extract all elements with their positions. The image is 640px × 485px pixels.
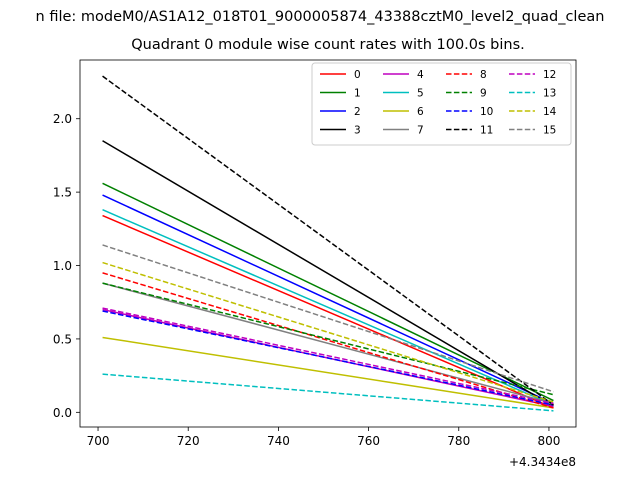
axes-frame: [79, 59, 577, 428]
figure-suptitle: n file: modeM0/AS1A12_018T01_9000005874_…: [36, 9, 605, 25]
y-tick-label: 2.0: [53, 112, 72, 126]
legend-label: 12: [543, 69, 556, 81]
legend-item-7: 7: [383, 125, 424, 137]
y-tick-label: 0.5: [53, 332, 72, 346]
legend-label: 1: [354, 88, 361, 100]
legend-label: 5: [417, 88, 424, 100]
series-line-8: [102, 272, 554, 409]
legend-item-5: 5: [383, 88, 424, 100]
series-line-10: [102, 310, 554, 406]
legend-label: 14: [543, 106, 557, 118]
legend-item-0: 0: [320, 69, 361, 81]
x-tick-label: 780: [447, 434, 470, 448]
legend-item-11: 11: [446, 125, 493, 137]
series-line-13: [102, 373, 554, 412]
legend-item-3: 3: [320, 125, 361, 137]
legend-label: 15: [543, 125, 556, 137]
series-line-0: [102, 214, 554, 409]
y-tick-label: 0.0: [53, 406, 72, 420]
legend-label: 11: [480, 125, 493, 137]
legend-label: 6: [417, 106, 424, 118]
legend-label: 7: [417, 125, 424, 137]
legend-label: 13: [543, 88, 556, 100]
legend-label: 0: [354, 69, 361, 81]
x-tick-label: 740: [267, 434, 290, 448]
legend-item-9: 9: [446, 88, 487, 100]
legend-item-4: 4: [383, 69, 424, 81]
series-line-15: [102, 244, 554, 393]
series-line-5: [102, 209, 554, 406]
legend-item-13: 13: [509, 88, 556, 100]
series-line-6: [102, 336, 554, 409]
series-line-1: [102, 182, 554, 402]
series-line-12: [102, 307, 554, 405]
y-tick-label: 1.5: [53, 186, 72, 200]
series-line-7: [102, 282, 554, 405]
legend-frame: [311, 62, 572, 146]
legend-label: 10: [480, 106, 493, 118]
series-line-2: [102, 194, 554, 405]
plot-area: 700 720 740 760 780 8000.00.51.01.52.00123456…: [53, 59, 577, 448]
x-offset-label: +4.3434e8: [509, 455, 576, 469]
x-tick-label: 760: [357, 434, 380, 448]
legend-item-2: 2: [320, 106, 361, 118]
series-line-9: [102, 282, 554, 396]
legend-item-6: 6: [383, 106, 424, 118]
legend-label: 9: [480, 88, 487, 100]
x-tick-label: 700: [87, 434, 110, 448]
legend-item-8: 8: [446, 69, 487, 81]
legend-label: 2: [354, 106, 361, 118]
x-tick-label: 720: [177, 434, 200, 448]
legend-label: 4: [417, 69, 424, 81]
legend-label: 8: [480, 69, 487, 81]
chart-title: Quadrant 0 module wise count rates with …: [131, 37, 525, 53]
legend-item-10: 10: [446, 106, 493, 118]
legend-item-15: 15: [509, 125, 556, 137]
legend-item-12: 12: [509, 69, 556, 81]
legend-item-1: 1: [320, 88, 361, 100]
legend-label: 3: [354, 125, 361, 137]
legend-item-14: 14: [509, 106, 557, 118]
y-tick-label: 1.0: [53, 259, 72, 273]
series-line-14: [102, 261, 554, 403]
series-line-11: [102, 75, 554, 406]
x-tick-label: 800: [537, 434, 560, 448]
series-line-3: [102, 140, 554, 408]
